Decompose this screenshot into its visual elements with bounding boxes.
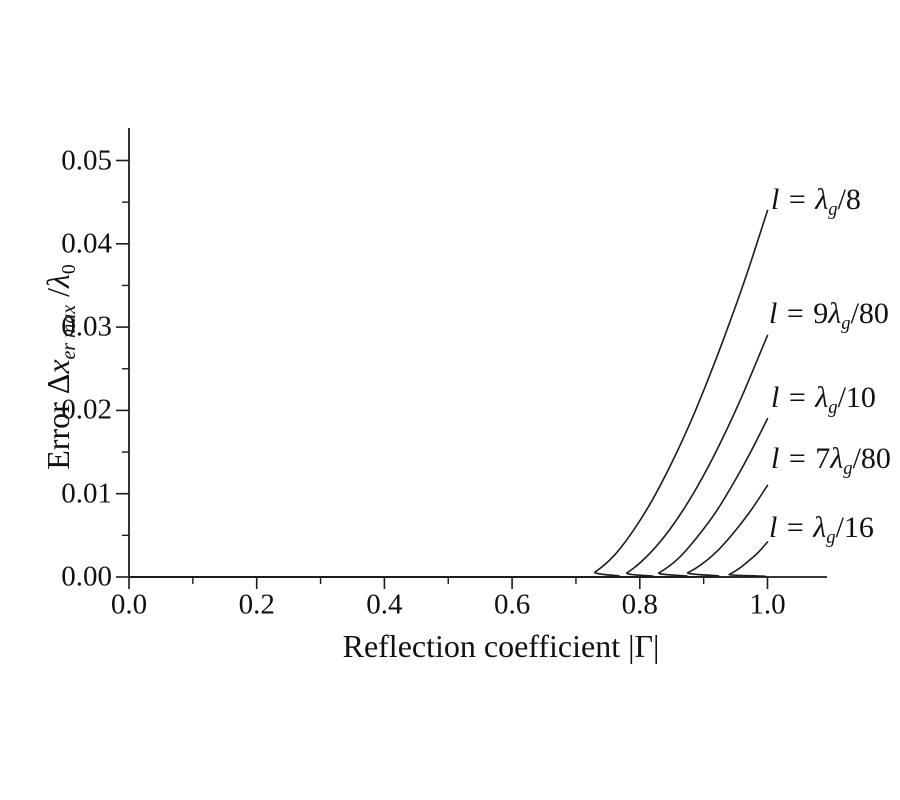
curve-label-denominator: /10 xyxy=(837,381,876,414)
curve-label-denominator: /8 xyxy=(837,183,861,216)
curve-label-denominator: /80 xyxy=(852,442,891,475)
y-tick-label: 0.00 xyxy=(61,560,112,593)
curve-label-coefficient: 7 xyxy=(815,442,831,475)
curve-label-g-subscript: g xyxy=(828,198,838,220)
y-axis-title-divider: / xyxy=(40,288,76,305)
curve-label-equals: = xyxy=(779,511,812,544)
lambda-symbol: λ xyxy=(813,511,827,544)
curve-label-3: l = λg/10 xyxy=(771,381,876,417)
curve-label-denominator: /80 xyxy=(850,297,889,330)
curve-label-4: l = 7λg/80 xyxy=(771,442,891,478)
curve-label-coefficient: 9 xyxy=(813,297,829,330)
x-tick-label: 1.0 xyxy=(749,588,786,621)
curve-label-g-subscript: g xyxy=(841,312,851,334)
y-tick-label: 0.04 xyxy=(61,227,112,260)
x-axis-title-text: Reflection coefficient |Γ| xyxy=(342,628,660,664)
y-axis-title: Error Δxer max /λ0 xyxy=(40,264,80,470)
lambda-symbol: λ xyxy=(828,297,842,330)
y-axis-title-prefix: Error Δ xyxy=(40,373,76,470)
lambda-symbol: λ xyxy=(830,442,844,475)
lambda-symbol: λ xyxy=(815,183,829,216)
y-tick-label: 0.02 xyxy=(61,393,112,426)
curve-label-variable: l xyxy=(769,511,778,544)
curve-label-2: l = 9λg/80 xyxy=(769,297,889,333)
lambda-symbol: λ xyxy=(40,274,76,289)
x-tick-label: 0.8 xyxy=(621,588,658,621)
curve-3 xyxy=(128,417,769,578)
curve-label-g-subscript: g xyxy=(843,457,853,479)
curve-label-equals: = xyxy=(781,381,814,414)
y-tick-label: 0.03 xyxy=(61,310,112,343)
curve-5 xyxy=(128,541,769,578)
y-axis-title-variable: x xyxy=(40,359,76,374)
curve-label-variable: l xyxy=(771,381,780,414)
x-axis-title: Reflection coefficient |Γ| xyxy=(343,630,660,662)
y-tick-label: 0.05 xyxy=(61,144,112,176)
x-tick-label: 0.4 xyxy=(366,588,403,621)
curve-1 xyxy=(128,209,769,578)
curve-label-equals: = xyxy=(781,442,814,475)
y-tick-label: 0.01 xyxy=(61,477,112,510)
curve-label-1: l = λg/8 xyxy=(771,183,861,219)
lambda-symbol: λ xyxy=(815,381,829,414)
curve-label-variable: l xyxy=(771,183,780,216)
curve-label-equals: = xyxy=(781,183,814,216)
curve-label-variable: l xyxy=(771,442,780,475)
curve-2 xyxy=(128,334,769,578)
lambda-zero-subscript: 0 xyxy=(58,264,81,275)
curve-label-g-subscript: g xyxy=(826,526,836,548)
x-tick-label: 0.0 xyxy=(110,588,148,621)
y-axis-title-subscript: er max xyxy=(58,304,81,360)
curve-label-equals: = xyxy=(779,297,812,330)
curve-label-variable: l xyxy=(769,297,778,330)
x-tick-label: 0.6 xyxy=(493,588,531,621)
curve-label-5: l = λg/16 xyxy=(769,511,874,547)
curve-label-denominator: /16 xyxy=(835,511,874,544)
x-tick-label: 0.2 xyxy=(238,588,275,621)
curve-label-g-subscript: g xyxy=(828,396,838,418)
